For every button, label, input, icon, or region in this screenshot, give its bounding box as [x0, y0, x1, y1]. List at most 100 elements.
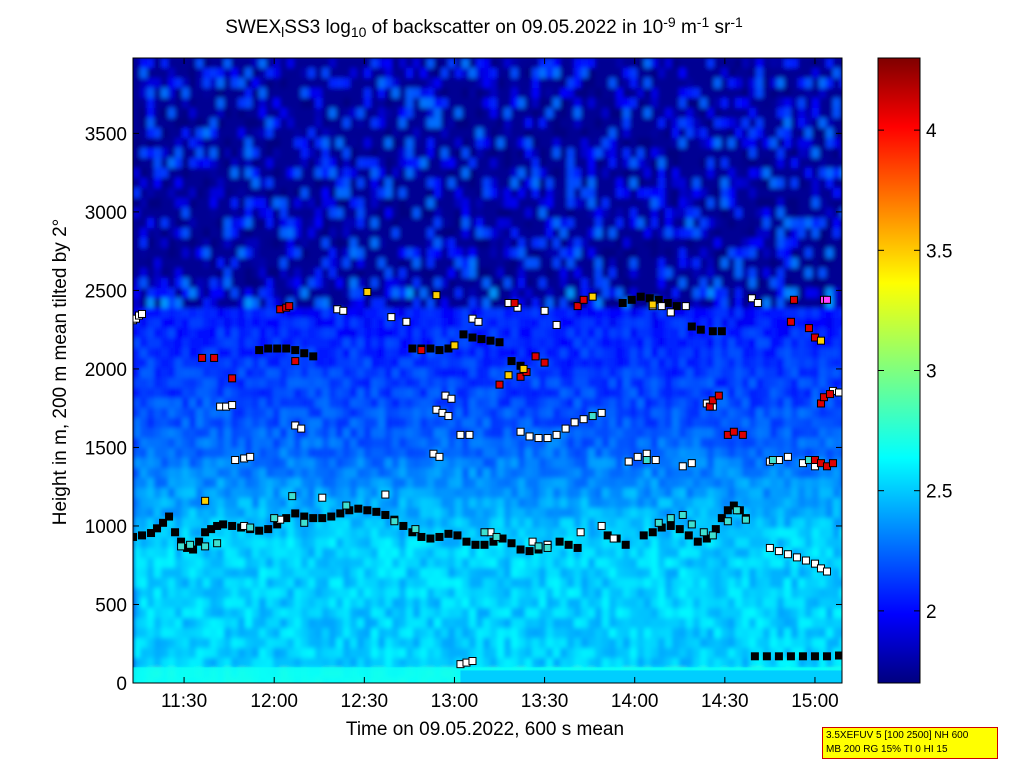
marker-layer-1000m	[171, 528, 180, 537]
x-tick-label: 11:30	[161, 691, 207, 712]
marker-red-markers	[291, 357, 300, 366]
marker-red-markers	[708, 396, 717, 405]
marker-teal-markers	[288, 492, 297, 501]
plot-frame	[132, 57, 843, 684]
chart-title: SWEXlSS3 log10 of backscatter on 09.05.2…	[225, 14, 743, 40]
colorbar-tick-label: 3.5	[926, 241, 952, 262]
marker-layer-1000m	[363, 506, 372, 515]
marker-layer-1400m	[246, 452, 255, 461]
x-axis: 11:30 12:00 12:30 13:00 13:30 14:00 14:30 15:00	[161, 58, 839, 712]
y-tick-label: 2000	[85, 360, 127, 381]
marker-teal-markers	[390, 517, 399, 526]
marker-layer-1000m	[354, 504, 363, 513]
y-axis: 0 500 1000 1500 2000 2500 3000 3500	[85, 124, 842, 695]
colorbar: 2 2.5 3 3.5 4	[877, 57, 952, 684]
marker-layer-1000m	[573, 543, 582, 552]
marker-teal-markers	[186, 540, 195, 549]
marker-layer-1000m	[153, 524, 162, 533]
marker-sparse-white	[747, 294, 756, 303]
layer-markers	[133, 287, 842, 669]
marker-layer-1000m	[336, 509, 345, 518]
marker-yellow-markers	[519, 364, 528, 373]
marker-layer-1400m	[687, 459, 696, 468]
y-axis-label: Height in m, 200 m mean tilted by 2°	[50, 219, 71, 525]
marker-layer-1000m	[435, 532, 444, 541]
marker-layer-1000m	[684, 531, 693, 540]
heatmap-field	[133, 58, 842, 683]
y-tick-label: 0	[116, 674, 127, 695]
marker-teal-markers	[732, 506, 741, 515]
plot-area: 11:30 12:00 12:30 13:00 13:30 14:00 14:30 15:00…	[85, 57, 843, 712]
colorbar-tick-label: 2	[926, 602, 937, 623]
marker-layer-1600m	[516, 427, 525, 436]
x-tick-label: 13:00	[431, 691, 479, 712]
marker-layer-1000m	[219, 520, 228, 529]
marker-layer-1000m	[133, 532, 137, 541]
marker-layer-2100m	[708, 327, 717, 336]
marker-surface-trace	[762, 652, 771, 661]
marker-sparse-white	[228, 401, 237, 410]
marker-layer-1400m	[624, 457, 633, 466]
marker-layer-1000m	[159, 518, 168, 527]
marker-layer-1000m	[417, 532, 426, 541]
marker-layer-1000m	[228, 521, 237, 530]
marker-layer-1000m	[195, 537, 204, 546]
marker-layer-1000m	[444, 529, 453, 538]
marker-teal-markers	[177, 542, 186, 551]
marker-layer-1600m	[456, 430, 465, 439]
marker-layer-1000m	[621, 540, 630, 549]
marker-red-markers	[510, 298, 519, 307]
marker-surface-trace	[774, 652, 783, 661]
marker-layer-2100m	[273, 344, 282, 353]
marker-red-markers	[531, 352, 540, 361]
marker-layer-1000m-lower	[774, 547, 783, 556]
marker-red-markers	[714, 391, 723, 400]
info-line-2: MB 200 RG 15% TI 0 HI 15	[826, 744, 948, 755]
marker-layer-1000m	[516, 545, 525, 554]
marker-red-markers	[579, 295, 588, 304]
marker-yellow-markers	[201, 496, 210, 505]
marker-sparse-white	[318, 493, 327, 502]
marker-red-markers	[729, 427, 738, 436]
marker-layer-1000m	[399, 521, 408, 530]
marker-layer-1600m	[534, 434, 543, 443]
marker-teal-markers	[480, 528, 489, 537]
marker-layer-1600m	[579, 415, 588, 424]
marker-red-markers	[786, 317, 795, 326]
marker-sparse-white	[381, 490, 390, 499]
marker-layer-1000m	[453, 531, 462, 540]
marker-sparse-white	[609, 534, 618, 543]
marker-sparse-white	[444, 412, 453, 421]
marker-layer-1000m-lower	[783, 550, 792, 559]
marker-teal-markers	[723, 517, 732, 526]
marker-sparse-white	[138, 309, 147, 318]
marker-layer-1000m	[648, 528, 657, 537]
x-tick-label: 15:00	[791, 691, 839, 712]
marker-sparse-white	[834, 388, 842, 397]
marker-layer-1400m	[435, 452, 444, 461]
marker-layer-2100m	[426, 344, 435, 353]
marker-teal-markers	[411, 525, 420, 534]
marker-layer-2100m	[477, 335, 486, 344]
marker-layer-1000m	[309, 514, 318, 523]
marker-yellow-markers	[504, 371, 513, 380]
marker-yellow-markers	[816, 336, 825, 345]
marker-layer-1000m-lower	[810, 559, 819, 568]
marker-red-markers	[804, 324, 813, 333]
marker-layer-2100m	[627, 295, 636, 304]
marker-layer-1600m	[552, 430, 561, 439]
marker-layer-1000m	[693, 537, 702, 546]
marker-teal-markers	[768, 456, 777, 465]
marker-sparse-white	[339, 306, 348, 315]
marker-teal-markers	[588, 412, 597, 421]
x-tick-label: 12:30	[341, 691, 389, 712]
colorbar-tick-label: 2.5	[926, 482, 952, 503]
marker-yellow-markers	[648, 300, 657, 309]
marker-layer-1600m	[465, 430, 474, 439]
marker-red-markers	[198, 353, 207, 362]
marker-sparse-white	[552, 320, 561, 329]
marker-layer-2100m	[408, 344, 417, 353]
marker-layer-1600m	[543, 434, 552, 443]
marker-teal-markers	[270, 514, 279, 523]
